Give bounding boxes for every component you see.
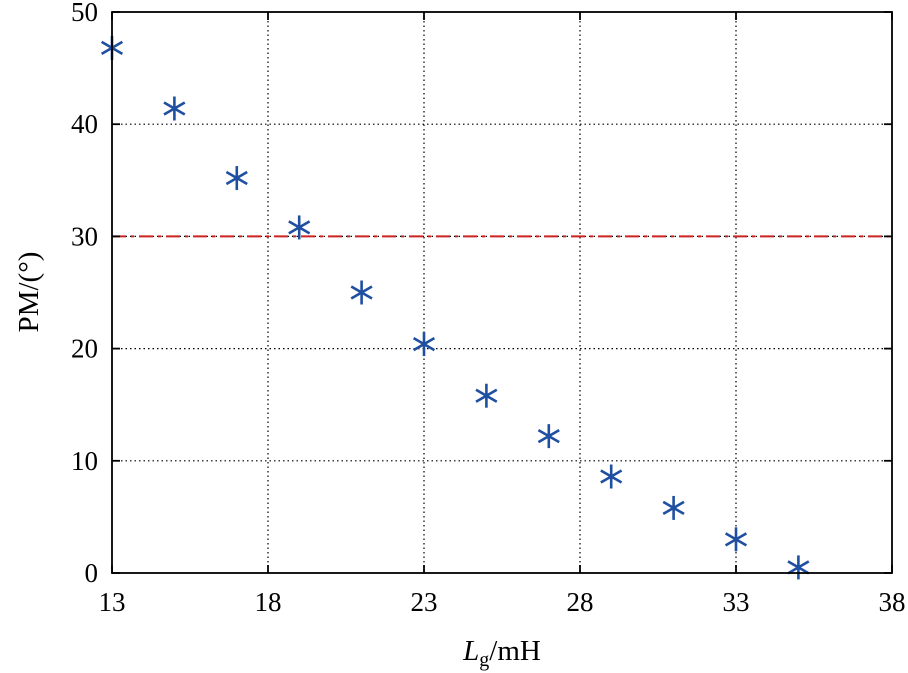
data-point [724, 527, 748, 552]
data-point [600, 464, 623, 489]
x-axis-title: Lg/mH [462, 635, 541, 671]
x-tick-label: 33 [723, 587, 750, 617]
data-points [100, 35, 810, 580]
x-tick-label: 23 [411, 587, 438, 617]
y-axis-title: PM/(°) [13, 252, 45, 333]
plot-frame [111, 11, 893, 574]
grid-lines [112, 12, 892, 573]
x-axis-title-unit: /mH [489, 635, 541, 667]
x-tick-label: 38 [879, 587, 906, 617]
y-tick-label: 20 [71, 334, 98, 364]
y-tick-label: 50 [71, 0, 98, 27]
data-point [662, 495, 685, 520]
x-tick-label: 18 [255, 587, 282, 617]
y-tick-label: 10 [71, 446, 98, 476]
y-tick-label: 0 [85, 558, 99, 588]
x-tick-label: 28 [567, 587, 594, 617]
y-tick-labels: 0 10 20 30 40 50 [71, 0, 98, 588]
axis-ticks [111, 11, 893, 574]
data-point [475, 383, 498, 408]
x-axis-title-subscript: g [479, 649, 489, 671]
x-tick-label: 13 [99, 587, 126, 617]
data-point [412, 332, 436, 357]
data-point [787, 555, 810, 580]
y-tick-label: 40 [71, 109, 98, 139]
data-point [225, 166, 248, 191]
x-axis-title-main: L [462, 635, 479, 667]
y-tick-label: 30 [71, 221, 98, 251]
data-point [288, 215, 311, 240]
data-point [163, 96, 186, 121]
data-point [537, 424, 560, 449]
x-tick-labels: 13 18 23 28 33 38 [99, 587, 906, 617]
data-point [350, 280, 373, 305]
